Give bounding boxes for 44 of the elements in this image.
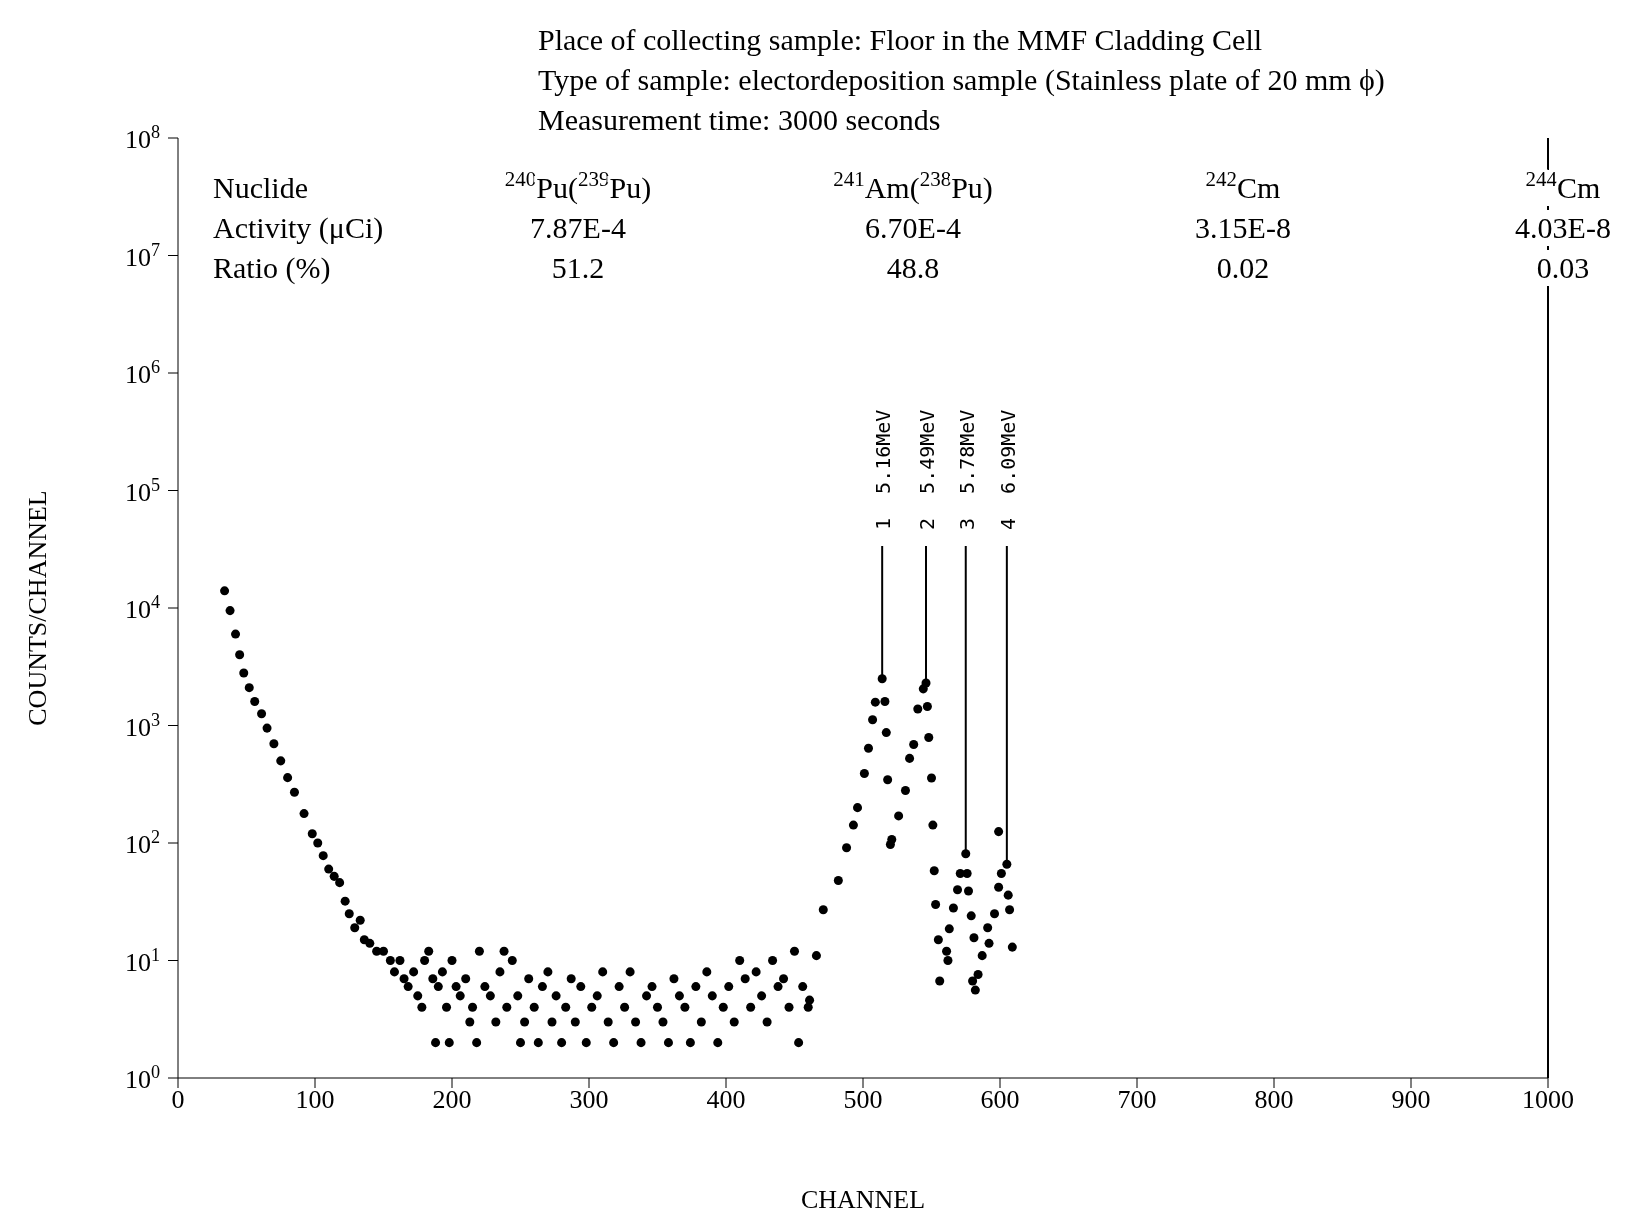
x-tick-label: 600 xyxy=(980,1085,1020,1115)
annotation: Ratio (%) xyxy=(213,251,331,285)
y-tick-label: 10$^{7}$ xyxy=(124,239,160,272)
x-tick-label: 300 xyxy=(569,1085,609,1115)
text: Measurement time: 3000 seconds xyxy=(538,103,941,136)
annotation: 7.87E-4 xyxy=(530,211,626,244)
annotation: $^{242}$Cm xyxy=(1205,167,1281,204)
annotation: Activity (μCi) xyxy=(213,211,384,245)
y-tick-label: 10$^{3}$ xyxy=(124,709,160,742)
x-tick-label: 400 xyxy=(706,1085,746,1115)
annotation: 0.03 xyxy=(1536,251,1590,284)
x-tick-label: 800 xyxy=(1254,1085,1294,1115)
annotation: 1 5.16MeV xyxy=(871,409,896,530)
annotation: 51.2 xyxy=(551,251,605,284)
annotation: $^{241}$Am($^{238}$Pu) xyxy=(833,167,993,205)
y-tick-label: 10$^{0}$ xyxy=(124,1062,160,1094)
y-axis-title: COUNTS/CHANNEL xyxy=(23,490,52,726)
chart-subtitle: Type of sample: electordeposition sample (Stainless plate of 20 mm ϕ) xyxy=(538,63,1385,97)
x-tick-label: 200 xyxy=(432,1085,472,1115)
annotation: 3 5.78MeV xyxy=(954,409,979,530)
x-tick-label: 1000 xyxy=(1522,1085,1574,1115)
y-tick-label: 10$^{8}$ xyxy=(124,122,160,154)
annotation: 4 6.09MeV xyxy=(995,409,1020,530)
annotation: 6.70E-4 xyxy=(865,211,961,244)
x-tick-label: 900 xyxy=(1391,1085,1431,1115)
x-tick-label: 500 xyxy=(843,1085,883,1115)
annotation: $^{240}$Pu($^{239}$Pu) xyxy=(504,167,652,205)
x-tick-label: 700 xyxy=(1117,1085,1157,1115)
x-tick-label: 0 xyxy=(171,1085,185,1115)
y-tick-label: 10$^{5}$ xyxy=(124,474,160,507)
y-tick-label: 10$^{4}$ xyxy=(124,592,160,624)
annotation: 2 5.49MeV xyxy=(915,409,940,530)
annotation: Nuclide xyxy=(213,171,308,204)
annotation: $^{244}$Cm xyxy=(1525,167,1601,204)
chart-title: Place of collecting sample: Floor in the MMF Cladding Cell xyxy=(538,23,1263,56)
annotation: 4.03E-8 xyxy=(1515,211,1611,244)
y-tick-label: 10$^{2}$ xyxy=(124,827,160,859)
x-tick-label: 100 xyxy=(295,1085,335,1115)
annotation: 0.02 xyxy=(1216,251,1270,284)
y-tick-label: 10$^{1}$ xyxy=(124,944,160,977)
annotation: 48.8 xyxy=(886,251,940,284)
y-tick-label: 10$^{6}$ xyxy=(124,357,160,389)
x-axis-title: CHANNEL xyxy=(800,1185,926,1214)
annotation: 3.15E-8 xyxy=(1195,211,1291,244)
